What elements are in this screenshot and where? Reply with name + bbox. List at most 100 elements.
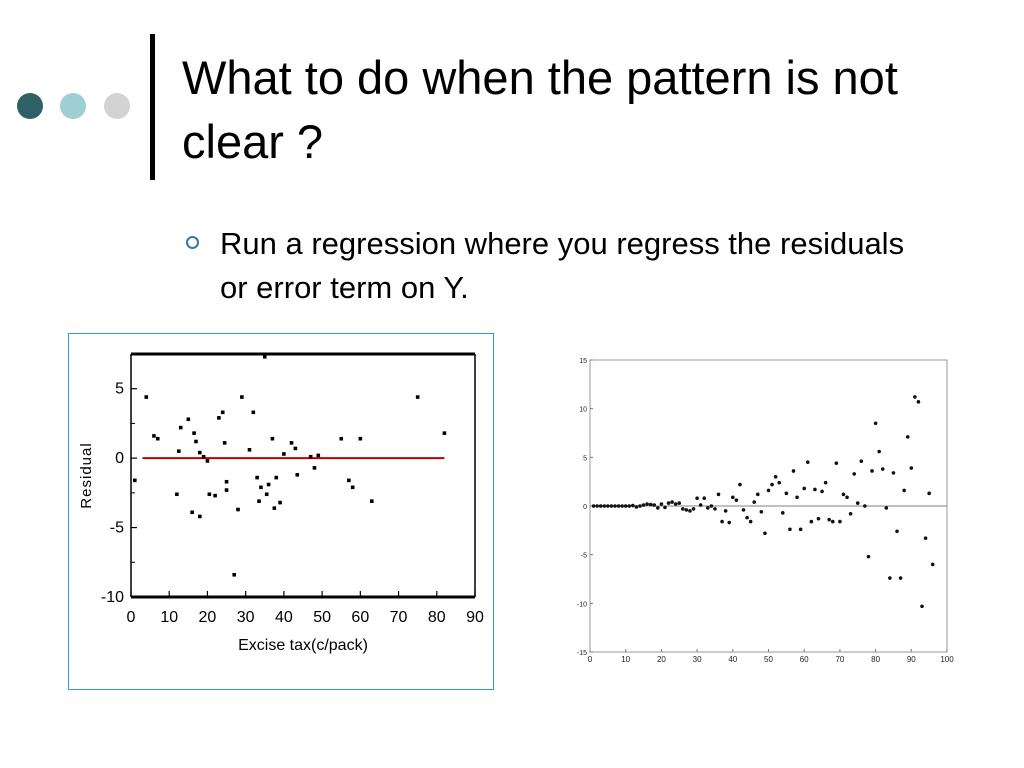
x-tick-label-3: 30	[237, 609, 255, 626]
data-point-17	[217, 416, 221, 420]
data-point-35	[716, 492, 721, 497]
x-tick-label-8: 80	[871, 655, 880, 664]
data-point-36	[720, 519, 724, 524]
data-point-88	[905, 435, 910, 439]
data-point-86	[898, 576, 903, 580]
data-point-7	[186, 417, 191, 422]
data-point-26	[251, 410, 256, 415]
data-point-15	[645, 502, 649, 506]
y-tick-label-5: -10	[577, 601, 587, 608]
decorative-dot-mid	[60, 93, 86, 119]
x-tick-label-4: 40	[728, 655, 737, 664]
data-point-64	[820, 489, 824, 494]
data-point-27	[255, 475, 259, 480]
data-point-8	[620, 504, 624, 508]
x-tick-label-1: 10	[621, 655, 630, 664]
data-point-31	[264, 492, 269, 497]
data-point-1	[144, 395, 149, 399]
data-point-54	[784, 491, 789, 496]
y-tick-label-3: 0	[583, 504, 587, 511]
data-point-39	[293, 446, 298, 451]
x-tick-label-5: 50	[313, 609, 331, 626]
x-tick-label-3: 30	[693, 655, 702, 664]
data-point-46	[350, 485, 355, 490]
data-point-2	[152, 434, 156, 438]
x-tick-label-2: 20	[199, 609, 217, 626]
x-tick-label-7: 70	[390, 609, 408, 626]
data-point-93	[923, 536, 928, 540]
data-point-39	[731, 495, 735, 500]
data-point-91	[916, 400, 921, 404]
data-point-37	[723, 509, 728, 513]
data-point-74	[855, 501, 860, 505]
data-point-14	[641, 503, 646, 507]
data-point-31	[702, 496, 707, 501]
data-point-81	[880, 467, 885, 471]
data-point-11	[631, 503, 635, 508]
data-point-66	[827, 517, 831, 522]
x-tick-label-0: 0	[588, 655, 593, 664]
x-tick-label-6: 60	[351, 609, 369, 626]
data-point-19	[222, 441, 227, 445]
data-point-80	[877, 449, 881, 454]
decorative-dot-dark	[17, 93, 43, 119]
data-point-16	[213, 493, 217, 498]
data-point-40	[295, 473, 300, 477]
data-point-44	[748, 519, 753, 524]
data-point-63	[816, 516, 821, 521]
data-point-42	[741, 508, 746, 512]
data-point-69	[838, 519, 842, 524]
data-point-57	[795, 495, 799, 500]
data-point-87	[902, 488, 906, 493]
data-point-47	[358, 436, 363, 441]
data-point-56	[791, 469, 796, 473]
data-point-76	[863, 504, 867, 508]
data-point-4	[606, 504, 610, 508]
data-point-62	[813, 487, 817, 492]
data-point-61	[809, 519, 814, 524]
data-point-30	[698, 503, 703, 507]
x-axis-label: Excise tax(c/pack)	[238, 637, 368, 654]
data-point-16	[648, 502, 653, 507]
data-point-5	[176, 449, 181, 453]
x-tick-label-8: 80	[428, 609, 446, 626]
data-point-70	[841, 492, 846, 497]
data-point-49	[415, 395, 420, 399]
data-point-29	[695, 496, 699, 501]
data-point-82	[884, 506, 889, 510]
data-point-3	[155, 436, 160, 441]
x-tick-label-10: 100	[940, 655, 954, 664]
data-point-13	[201, 454, 206, 459]
data-point-30	[262, 354, 267, 359]
data-point-12	[634, 505, 639, 509]
x-tick-label-1: 10	[160, 609, 178, 626]
data-point-42	[312, 466, 317, 470]
data-point-94	[927, 491, 931, 496]
data-point-14	[205, 459, 210, 463]
data-point-23	[236, 507, 240, 512]
data-point-3	[602, 504, 607, 508]
data-point-9	[192, 431, 196, 435]
data-point-50	[770, 482, 774, 487]
data-point-36	[278, 500, 282, 505]
data-point-59	[802, 486, 806, 491]
data-point-47	[759, 510, 764, 514]
data-point-11	[198, 514, 202, 519]
data-point-46	[755, 492, 760, 497]
y-tick-label-3: -10	[101, 589, 124, 606]
data-point-38	[727, 520, 732, 525]
data-point-24	[240, 395, 244, 399]
data-point-6	[178, 425, 183, 430]
data-point-72	[848, 511, 853, 516]
data-point-34	[272, 506, 277, 510]
data-point-10	[627, 504, 632, 508]
data-point-49	[766, 488, 771, 493]
data-point-55	[788, 527, 792, 532]
data-point-13	[638, 504, 642, 508]
data-point-21	[666, 501, 671, 505]
data-point-38	[289, 441, 294, 445]
data-point-33	[709, 504, 714, 508]
data-point-73	[852, 472, 856, 476]
